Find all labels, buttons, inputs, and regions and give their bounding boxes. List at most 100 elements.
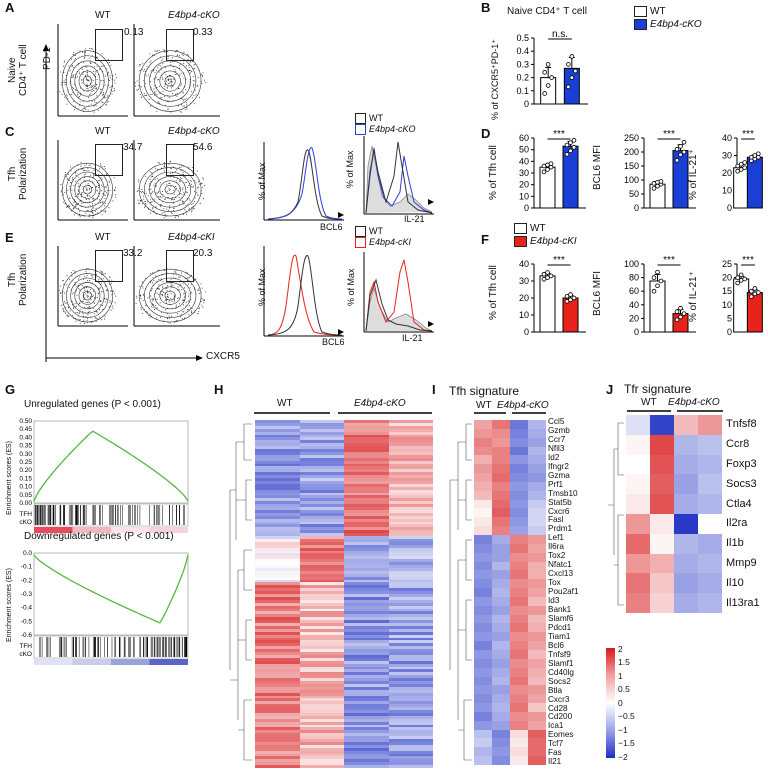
- event-dot: [67, 173, 69, 175]
- event-dot: [84, 289, 86, 291]
- event-dot: [179, 187, 181, 189]
- data-point: [571, 138, 577, 143]
- y-tick-label: 0: [524, 327, 529, 337]
- event-dot: [86, 187, 88, 189]
- heatmap-i-title: Tfh signature: [449, 384, 520, 398]
- event-dot: [63, 71, 65, 73]
- heatmap-cell: [388, 556, 433, 560]
- event-dot: [103, 92, 105, 93]
- heatmap-cell: [299, 504, 344, 507]
- event-dot: [191, 167, 193, 168]
- heatmap-cell: [344, 585, 389, 589]
- event-dot: [79, 309, 81, 311]
- event-dot: [162, 291, 164, 293]
- event-dot: [184, 182, 186, 184]
- heatmap-cell: [388, 509, 433, 513]
- event-dot: [82, 301, 84, 303]
- event-dot: [90, 85, 92, 87]
- event-dot: [81, 68, 83, 70]
- histogram-e-il21: [363, 252, 434, 333]
- event-dot: [174, 171, 176, 173]
- heatmap-cell: [510, 428, 528, 438]
- contour-line: [159, 180, 181, 199]
- pd1-axis-arrow: [43, 44, 49, 362]
- heatmap-cell: [388, 741, 433, 745]
- event-dot: [75, 90, 77, 91]
- event-dot: [78, 313, 80, 315]
- heatmap-cell: [626, 573, 650, 594]
- event-dot: [77, 94, 79, 96]
- event-dot: [201, 304, 203, 306]
- heatmap-cell: [299, 428, 344, 432]
- heatmap-i-dendrogram: [449, 423, 472, 761]
- event-dot: [186, 108, 188, 110]
- event-dot: [191, 91, 193, 93]
- event-dot: [178, 105, 179, 107]
- event-dot: [88, 216, 90, 218]
- event-dot: [104, 190, 106, 192]
- event-dot: [198, 311, 200, 313]
- event-dot: [182, 283, 184, 285]
- event-dot: [101, 185, 103, 187]
- event-dot: [184, 109, 186, 111]
- event-dot: [172, 284, 174, 286]
- event-dot: [86, 189, 88, 190]
- event-dot: [174, 271, 176, 273]
- heatmap-cell: [344, 565, 389, 568]
- event-dot: [101, 178, 103, 180]
- event-dot: [151, 93, 153, 95]
- heatmap-cell: [344, 530, 389, 534]
- event-dot: [114, 196, 116, 198]
- heatmap-cell: [492, 473, 510, 482]
- event-dot: [69, 279, 71, 281]
- gate-box: [166, 144, 194, 176]
- heatmap-cell: [344, 536, 389, 539]
- heatmap-cell: [344, 762, 389, 766]
- gene-label: Il2ra: [726, 517, 748, 530]
- event-dot: [152, 272, 154, 274]
- event-dot: [185, 102, 187, 104]
- heatmap-cell: [492, 464, 510, 474]
- heatmap-cell: [299, 457, 344, 461]
- heatmap-cell: [344, 524, 389, 528]
- event-dot: [173, 301, 175, 303]
- heatmap-cell: [299, 718, 344, 722]
- event-dot: [192, 86, 194, 88]
- event-dot: [166, 208, 168, 210]
- event-dot: [189, 61, 191, 63]
- heatmap-cell: [255, 672, 300, 676]
- event-dot: [151, 201, 153, 203]
- event-dot: [102, 202, 104, 204]
- event-dot: [107, 95, 109, 97]
- contour-line: [164, 75, 176, 87]
- heatmap-cell: [344, 472, 389, 476]
- heatmap-cell: [388, 446, 433, 449]
- event-dot: [101, 291, 103, 293]
- event-dot: [169, 81, 171, 83]
- heatmap-cell: [299, 524, 344, 528]
- contour-plot: [57, 246, 128, 327]
- event-dot: [174, 73, 176, 75]
- heatmap-cell: [299, 530, 344, 534]
- heatmap-cell: [344, 422, 389, 426]
- event-dot: [160, 280, 162, 282]
- heatmap-cell: [698, 454, 722, 475]
- y-tick-label: 0.35: [19, 443, 32, 450]
- heatmap-cell: [299, 701, 344, 705]
- heatmap-cell: [344, 431, 389, 435]
- heatmap-cell: [528, 526, 546, 535]
- event-dot: [179, 111, 181, 113]
- heatmap-cell: [344, 425, 389, 429]
- y-tick-label: 0.25: [19, 459, 32, 466]
- event-dot: [154, 85, 156, 87]
- heatmap-cell: [255, 498, 300, 502]
- event-dot: [158, 65, 160, 66]
- heatmap-cell: [299, 573, 344, 577]
- event-dot: [69, 179, 71, 181]
- sig-label: ***: [663, 129, 675, 140]
- contour-line: [66, 273, 109, 318]
- event-dot: [151, 208, 153, 210]
- heatmap-cell: [510, 667, 528, 677]
- y-tick-label: 0.0: [23, 550, 32, 557]
- heatmap-cell: [344, 504, 389, 507]
